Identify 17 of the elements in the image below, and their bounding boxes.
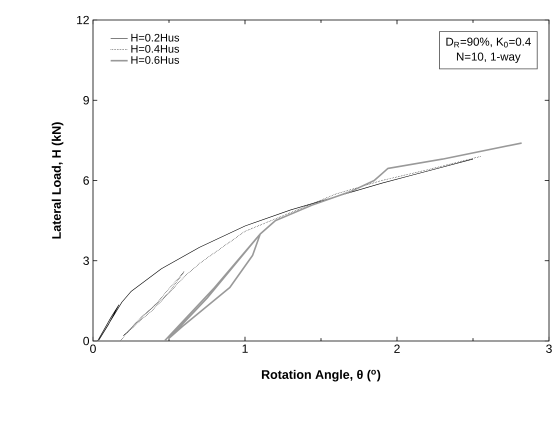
x-tick-label: 2 xyxy=(394,344,400,353)
line-series xyxy=(164,142,522,341)
x-tick-label: 3 xyxy=(546,344,552,353)
annotation: D$_{R}$=90%, K$_{0}$=0.4 xyxy=(446,38,531,48)
legend-label: H=0.2Hus xyxy=(131,34,180,42)
legend-label: H=0.4Hus xyxy=(131,44,180,53)
y-tick-label: 0 xyxy=(83,336,90,346)
y-tick-label: 3 xyxy=(83,256,89,265)
x-tick-label: 1 xyxy=(242,344,248,353)
x-tick-label: 0 xyxy=(90,344,96,353)
y-tick-label: 9 xyxy=(83,96,89,104)
legend-label: H=0.6Hus xyxy=(131,56,180,64)
annotation: N=10, 1-way xyxy=(456,52,521,63)
x-axis-title: Rotation Angle, θ ($^{o}$) xyxy=(262,370,380,382)
y-tick-label: 6 xyxy=(83,176,89,185)
y-tick-label: 12 xyxy=(77,16,89,24)
y-axis-title: Lateral Load, H (kN) xyxy=(52,122,64,238)
